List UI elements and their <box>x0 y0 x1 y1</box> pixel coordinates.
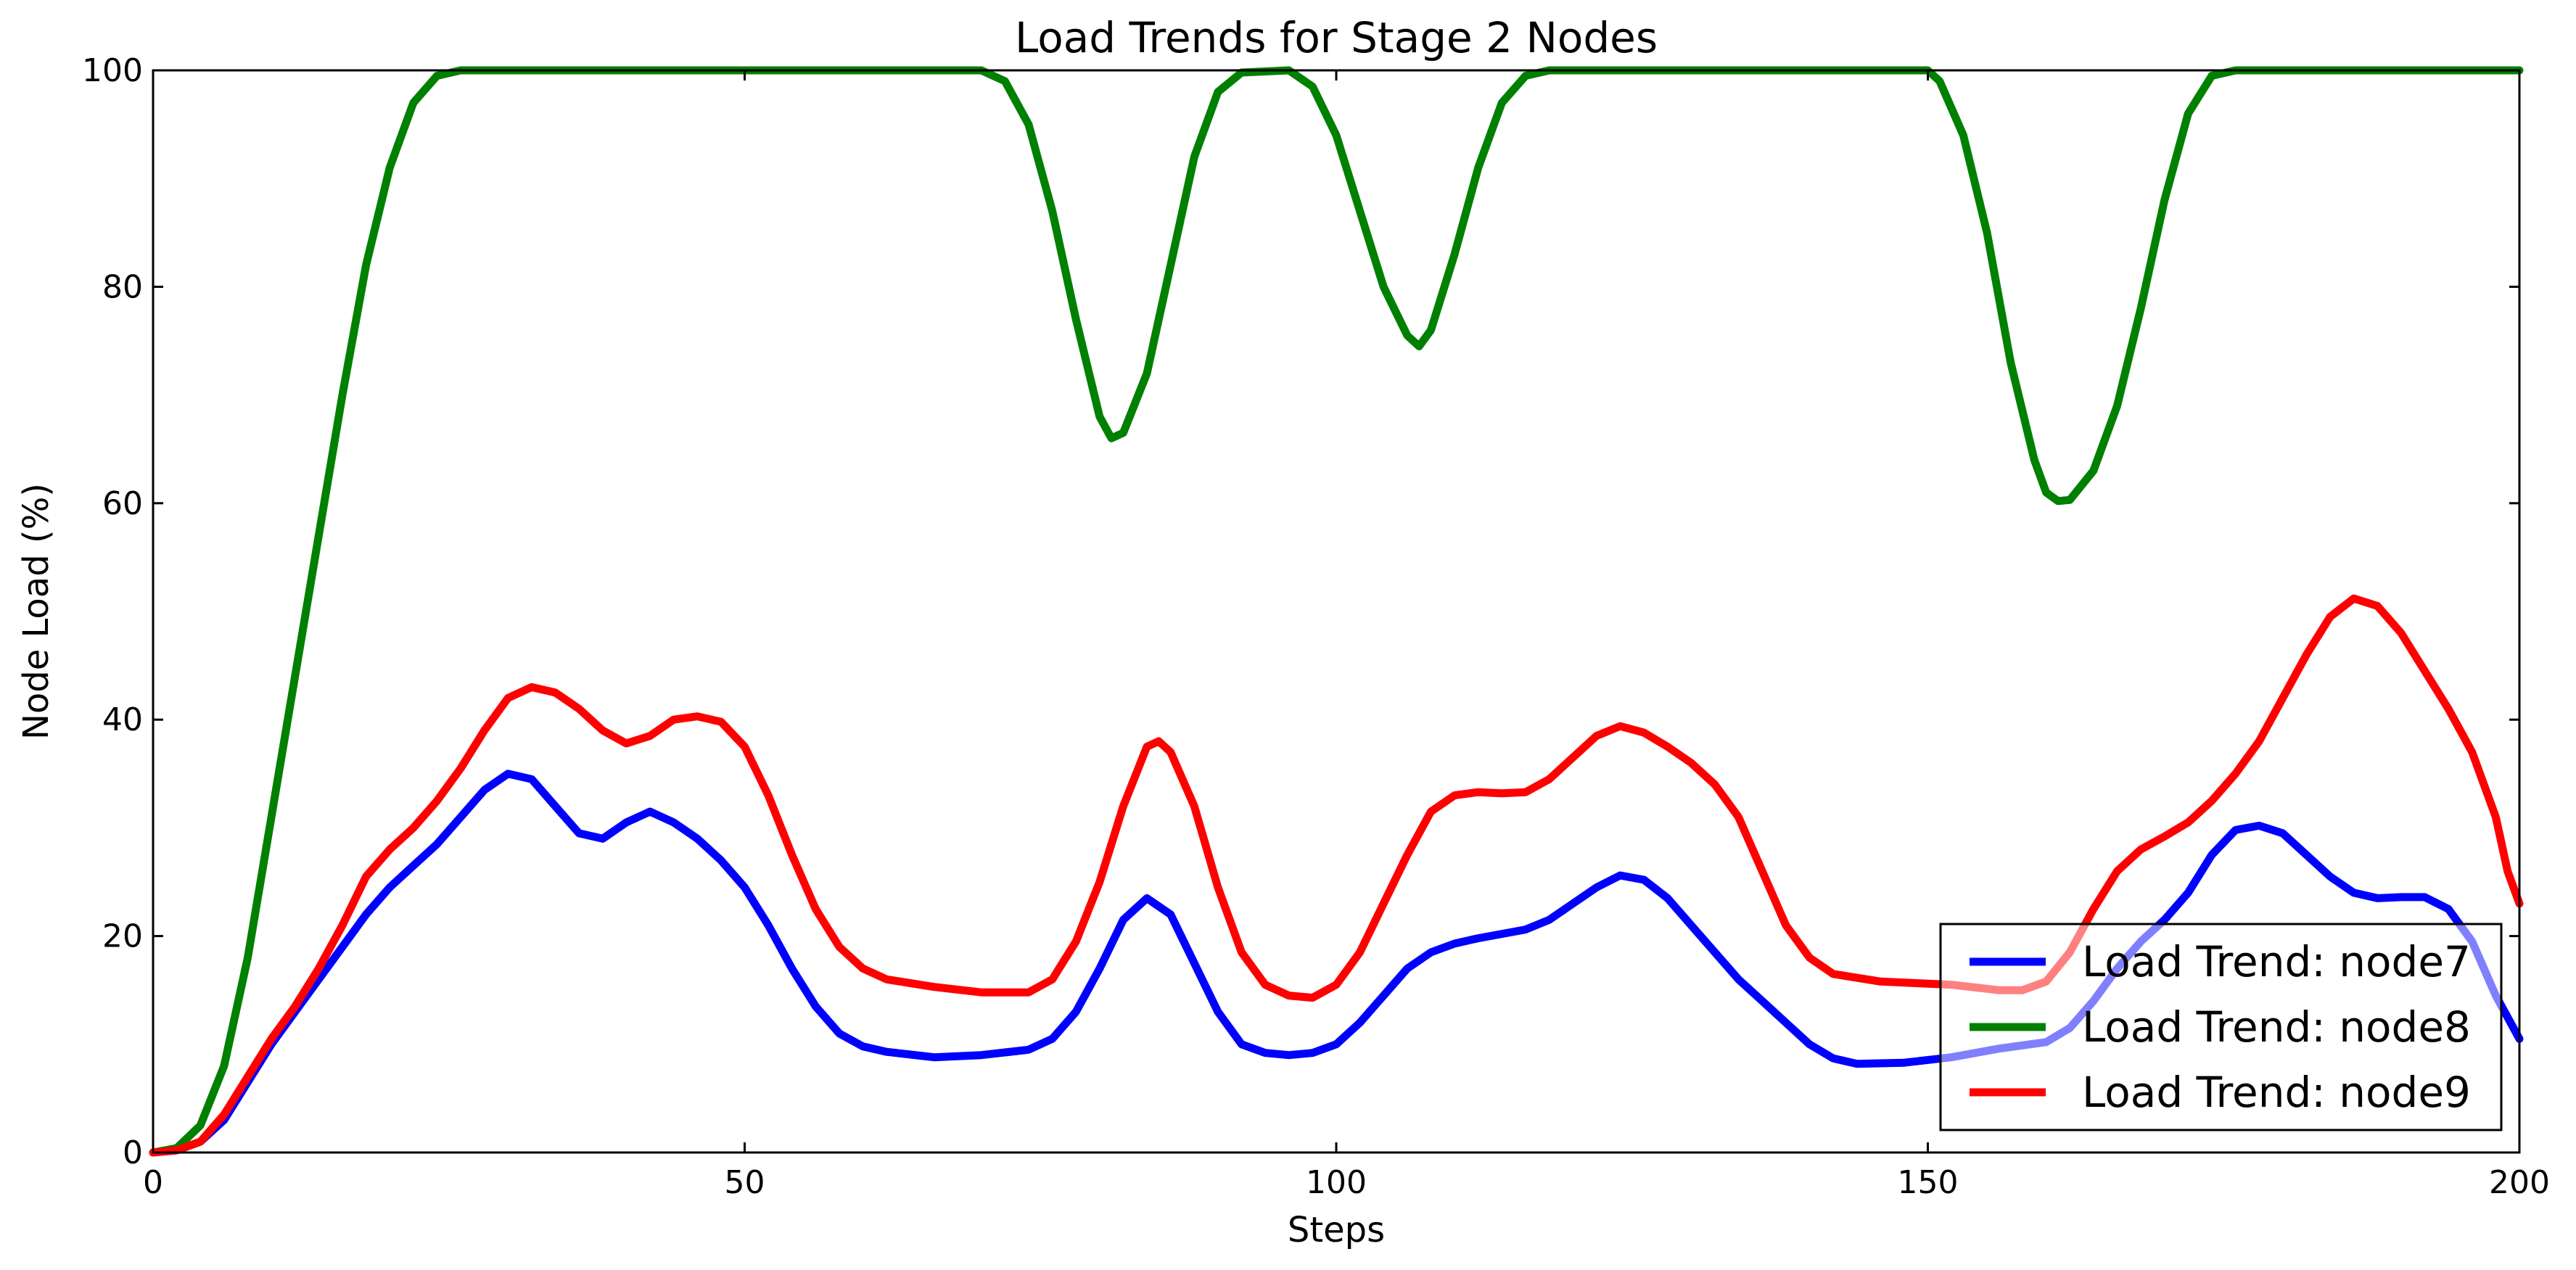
x-tick-label: 200 <box>2489 1164 2550 1201</box>
y-tick-label: 0 <box>123 1134 143 1171</box>
x-tick-label: 50 <box>725 1164 765 1201</box>
x-tick-label: 150 <box>1898 1164 1959 1201</box>
y-axis-label: Node Load (%) <box>16 483 57 740</box>
x-tick-label: 100 <box>1306 1164 1367 1201</box>
legend-label-2: Load Trend: node8 <box>2082 1002 2471 1052</box>
x-axis-label: Steps <box>1288 1210 1385 1250</box>
y-tick-label: 40 <box>102 701 143 738</box>
series-line-3 <box>149 594 2524 1157</box>
legend: Load Trend: node7 Load Trend: node8 Load T… <box>1939 923 2503 1131</box>
legend-label-3: Load Trend: node9 <box>2082 1068 2471 1117</box>
y-tick-label: 80 <box>102 268 143 305</box>
x-tick-label: 0 <box>143 1164 163 1201</box>
ticks-layer: 0 50 100 150 200 0 20 40 60 80 100 <box>82 52 2550 1201</box>
y-tick-label: 60 <box>102 485 143 522</box>
legend-label-1: Load Trend: node7 <box>2082 937 2471 986</box>
y-tick-label: 100 <box>82 52 143 89</box>
chart-title: Load Trends for Stage 2 Nodes <box>1015 13 1658 62</box>
series-line-2 <box>149 66 2524 1157</box>
y-tick-label: 20 <box>102 918 143 955</box>
